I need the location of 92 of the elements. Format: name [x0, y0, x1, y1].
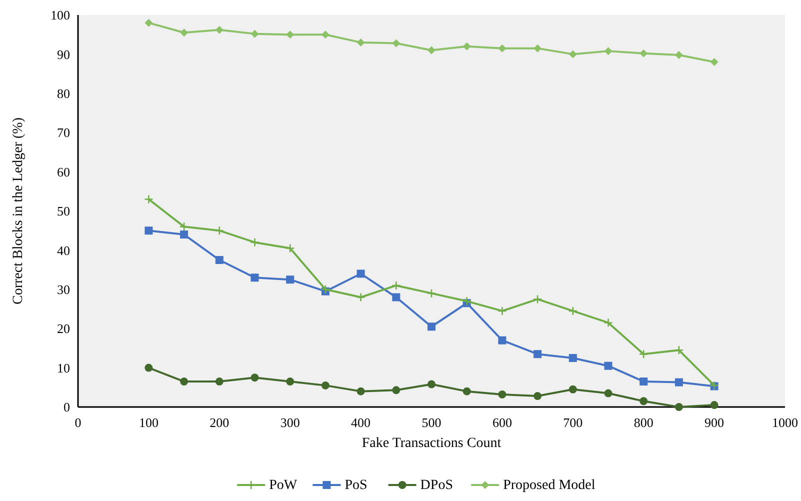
point — [498, 306, 507, 316]
point — [640, 49, 648, 58]
point — [356, 387, 365, 396]
point — [356, 270, 365, 278]
point — [321, 381, 330, 390]
point — [392, 39, 400, 48]
y-tick-label: 70 — [57, 125, 70, 140]
point — [428, 380, 436, 388]
point — [144, 226, 153, 235]
x-tick-label: 100 — [138, 415, 158, 430]
y-tick-label: 60 — [57, 164, 70, 180]
y-axis-title: Correct Blocks in the Ledger (%) — [11, 117, 26, 304]
x-tick-label: 600 — [492, 415, 512, 430]
point — [144, 364, 153, 372]
legend-label: PoW — [269, 478, 298, 493]
x-tick-label: 300 — [280, 415, 300, 430]
point — [462, 42, 471, 50]
point — [604, 362, 612, 370]
x-tick-label: 700 — [563, 415, 583, 430]
x-tick-label: 1000 — [772, 415, 798, 430]
point — [215, 26, 224, 34]
x-tick-label: 800 — [634, 415, 654, 430]
point — [674, 346, 684, 355]
point — [392, 280, 401, 290]
point — [250, 238, 260, 248]
point — [534, 350, 542, 358]
legend-label: DPoS — [420, 478, 453, 493]
point — [604, 47, 612, 56]
point — [250, 374, 259, 382]
point — [674, 50, 683, 59]
x-tick-label: 900 — [704, 415, 724, 430]
point — [144, 18, 153, 27]
x-tick-label: 400 — [351, 415, 371, 430]
point — [534, 392, 542, 400]
point — [180, 378, 188, 386]
point — [356, 38, 365, 46]
point — [356, 292, 366, 302]
x-tick-label: 0 — [74, 415, 82, 430]
point — [180, 28, 188, 37]
point — [392, 293, 400, 302]
point — [710, 401, 718, 410]
point — [426, 288, 436, 298]
point — [286, 30, 294, 39]
point — [638, 349, 648, 359]
y-tick-label: 20 — [57, 321, 70, 336]
point — [179, 222, 189, 232]
point — [320, 284, 330, 294]
point — [215, 378, 224, 386]
point — [462, 387, 471, 396]
point — [462, 296, 472, 306]
point — [321, 30, 330, 39]
point — [674, 403, 683, 411]
point — [498, 44, 506, 52]
y-tick-label: 40 — [57, 242, 70, 258]
y-tick-label: 10 — [57, 360, 70, 376]
point — [532, 294, 542, 304]
legend-label: Proposed Model — [503, 478, 596, 493]
y-tick-label: 0 — [64, 400, 70, 415]
point — [498, 336, 506, 344]
x-axis-title: Fake Transactions Count — [362, 436, 502, 451]
point — [428, 46, 436, 54]
point — [568, 354, 577, 362]
point — [534, 44, 542, 52]
point — [215, 256, 224, 264]
point — [710, 58, 718, 66]
point — [180, 230, 188, 239]
x-tick-label: 200 — [210, 415, 230, 430]
y-tick-label: 100 — [50, 8, 70, 23]
point — [144, 194, 154, 204]
point — [640, 397, 648, 406]
point — [428, 322, 436, 331]
point — [568, 306, 578, 316]
point — [214, 226, 224, 236]
point — [674, 378, 683, 386]
point — [286, 276, 294, 284]
point — [568, 385, 577, 394]
point — [250, 274, 259, 282]
y-tick-label: 50 — [57, 204, 70, 219]
point — [286, 378, 294, 386]
point — [604, 318, 613, 328]
point — [498, 390, 506, 398]
legend-label: PoS — [344, 478, 368, 493]
point — [568, 50, 577, 58]
y-tick-label: 80 — [57, 86, 70, 101]
x-tick-label: 500 — [422, 415, 442, 430]
point — [640, 378, 648, 386]
point — [392, 386, 400, 394]
y-tick-label: 90 — [57, 46, 70, 62]
point — [285, 244, 295, 253]
point — [250, 30, 259, 38]
point — [604, 389, 612, 398]
y-tick-label: 30 — [57, 282, 70, 297]
